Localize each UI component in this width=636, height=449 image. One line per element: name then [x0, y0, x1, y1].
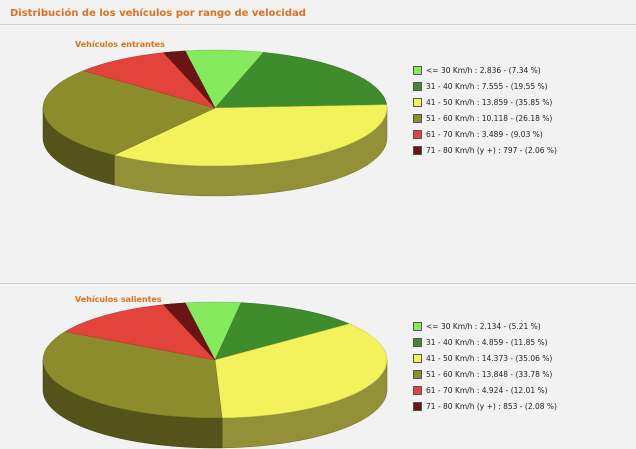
legend-swatch: [413, 369, 422, 379]
legend-entry: 71 - 80 Km/h (y +)797(2.06 %): [413, 142, 557, 158]
legend-label: <= 30 Km/h: [426, 322, 480, 331]
pie-slice: [214, 52, 388, 109]
legend-swatch: [413, 129, 422, 139]
chart-title: Vehículos salientes: [75, 295, 162, 304]
legend-percent: (35.06 %): [515, 353, 553, 363]
legend-swatch: [413, 337, 422, 347]
slice-top: [214, 323, 388, 419]
legend-entry: 41 - 50 Km/h13.859(35.85 %): [413, 94, 557, 110]
legend-label: 31 - 40 Km/h: [426, 82, 482, 91]
pie-slice: [162, 50, 216, 109]
legend-swatch: [413, 81, 422, 91]
legend-value: 3.489: [482, 130, 511, 139]
legend-entry: 41 - 50 Km/h14.373(35.06 %): [413, 350, 557, 366]
pie-slice: [214, 323, 388, 449]
legend-value: 2.134: [480, 322, 509, 331]
legend-entry: 31 - 40 Km/h4.859(11.85 %): [413, 334, 557, 350]
legend-swatch: [413, 113, 422, 123]
legend-swatch: [413, 145, 422, 155]
legend-swatch: [413, 97, 422, 107]
legend: <= 30 Km/h2.134(5.21 %)31 - 40 Km/h4.859…: [413, 318, 557, 414]
legend-percent: (7.34 %): [508, 65, 541, 75]
legend-label: 71 - 80 Km/h (y +): [426, 402, 503, 411]
legend-value: 4.924: [482, 386, 511, 395]
legend-entry: 61 - 70 Km/h4.924(12.01 %): [413, 382, 557, 398]
slice-top: [113, 104, 388, 167]
legend-entry: 51 - 60 Km/h13.848(33.78 %): [413, 366, 557, 382]
legend-label: 51 - 60 Km/h: [426, 114, 482, 123]
pie-slice: [42, 331, 223, 449]
legend-swatch: [413, 353, 422, 363]
divider: [0, 283, 636, 284]
legend-swatch: [413, 385, 422, 395]
legend-entry: <= 30 Km/h2.836(7.34 %): [413, 62, 557, 78]
legend-label: 41 - 50 Km/h: [426, 98, 482, 107]
legend-entry: 61 - 70 Km/h3.489(9.03 %): [413, 126, 557, 142]
legend-value: 853: [503, 402, 525, 411]
legend-percent: (11.85 %): [510, 337, 548, 347]
legend-swatch: [413, 321, 422, 331]
slice-top: [42, 70, 216, 156]
legend-percent: (5.21 %): [508, 321, 541, 331]
legend-label: 61 - 70 Km/h: [426, 386, 482, 395]
legend-label: 61 - 70 Km/h: [426, 130, 482, 139]
legend-entry: 31 - 40 Km/h7.555(19.55 %): [413, 78, 557, 94]
legend-entry: 71 - 80 Km/h (y +)853(2.08 %): [413, 398, 557, 414]
pie-slice: [42, 70, 216, 186]
legend-value: 2.836: [480, 66, 509, 75]
slice-top: [214, 302, 351, 361]
pie-slice: [214, 302, 351, 361]
legend: <= 30 Km/h2.836(7.34 %)31 - 40 Km/h7.555…: [413, 62, 557, 158]
legend-label: <= 30 Km/h: [426, 66, 480, 75]
legend-percent: (9.03 %): [510, 129, 543, 139]
page-title: Distribución de los vehículos por rango …: [10, 8, 306, 19]
pie-slice: [113, 104, 388, 197]
pie-slice: [82, 52, 216, 109]
legend-value: 13.848: [482, 370, 516, 379]
legend-percent: (12.01 %): [510, 385, 548, 395]
legend-value: 4.859: [482, 338, 511, 347]
pie-slice: [162, 302, 216, 361]
legend-label: 31 - 40 Km/h: [426, 338, 482, 347]
slice-top: [42, 331, 223, 419]
legend-swatch: [413, 401, 422, 411]
legend-entry: 51 - 60 Km/h10.118(26.18 %): [413, 110, 557, 126]
pie-slice: [64, 304, 216, 361]
legend-percent: (35.85 %): [515, 97, 553, 107]
legend-label: 71 - 80 Km/h (y +): [426, 146, 503, 155]
slice-top: [214, 52, 388, 109]
legend-value: 797: [503, 146, 525, 155]
chart-title: Vehículos entrantes: [75, 40, 165, 49]
legend-value: 14.373: [482, 354, 516, 363]
legend-percent: (19.55 %): [510, 81, 548, 91]
legend-label: 51 - 60 Km/h: [426, 370, 482, 379]
slice-top: [162, 50, 216, 109]
slice-top: [162, 302, 216, 361]
legend-percent: (33.78 %): [515, 369, 553, 379]
legend-percent: (2.06 %): [524, 145, 557, 155]
legend-label: 41 - 50 Km/h: [426, 354, 482, 363]
legend-value: 13.859: [482, 98, 516, 107]
legend-entry: <= 30 Km/h2.134(5.21 %): [413, 318, 557, 334]
slice-top: [82, 52, 216, 109]
legend-swatch: [413, 65, 422, 75]
legend-value: 7.555: [482, 82, 511, 91]
legend-value: 10.118: [482, 114, 516, 123]
slice-top: [64, 304, 216, 361]
legend-percent: (26.18 %): [515, 113, 553, 123]
divider: [0, 24, 636, 25]
legend-percent: (2.08 %): [524, 401, 557, 411]
